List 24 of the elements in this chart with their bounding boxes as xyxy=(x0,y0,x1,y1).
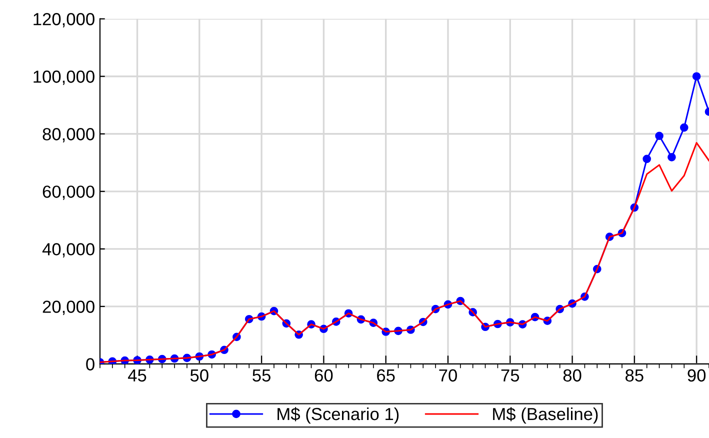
y-tick-label: 20,000 xyxy=(42,300,94,315)
x-tick-label: 85 xyxy=(626,369,644,382)
x-tick-label: 90 xyxy=(688,369,706,382)
legend-label: M$ (Baseline) xyxy=(493,407,598,424)
x-tick-label: 70 xyxy=(439,369,457,382)
x-tick-label: 45 xyxy=(128,369,146,382)
y-tick-label: 80,000 xyxy=(42,128,94,142)
legend-label: M$ (Scenario 1) xyxy=(278,407,399,424)
y-tick-label: 120,000 xyxy=(34,13,94,28)
point xyxy=(655,132,664,140)
point xyxy=(692,72,701,81)
x-tick-label: 60 xyxy=(314,369,333,382)
y-tick-label: 40,000 xyxy=(42,243,94,258)
point xyxy=(680,123,688,132)
x-tick-label: 80 xyxy=(563,369,582,382)
x-tick-label: 55 xyxy=(252,369,270,382)
y-tick-label: 60,000 xyxy=(42,186,94,200)
y-tick-label: 100,000 xyxy=(34,70,94,85)
x-tick-label: 50 xyxy=(190,369,208,382)
x-tick-label: 75 xyxy=(501,369,520,382)
y-tick-label: 0 xyxy=(86,358,94,370)
point xyxy=(668,153,676,162)
point xyxy=(642,154,652,164)
x-tick-label: 65 xyxy=(377,369,395,382)
